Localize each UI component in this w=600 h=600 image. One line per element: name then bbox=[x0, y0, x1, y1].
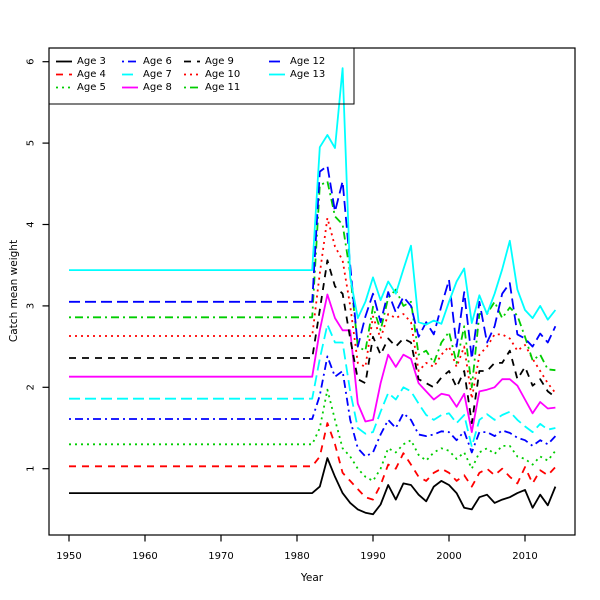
y-tick-label-5: 5 bbox=[26, 140, 37, 146]
series-line-age-5 bbox=[69, 388, 557, 482]
series-line-age-12 bbox=[69, 164, 557, 360]
legend-label-age-6: Age 6 bbox=[143, 56, 172, 67]
x-tick-label-1950: 1950 bbox=[56, 551, 81, 562]
legend-label-age-7: Age 7 bbox=[143, 69, 172, 80]
x-tick-label-2000: 2000 bbox=[436, 551, 461, 562]
legend-label-age-10: Age 10 bbox=[205, 69, 240, 80]
x-tick-label-1960: 1960 bbox=[132, 551, 157, 562]
series-line-age-7 bbox=[69, 323, 556, 448]
series-line-age-10 bbox=[69, 217, 557, 400]
x-tick-label-1980: 1980 bbox=[284, 551, 309, 562]
legend-label-age-8: Age 8 bbox=[143, 82, 172, 93]
series-line-age-13 bbox=[69, 67, 557, 326]
series-line-age-8 bbox=[69, 293, 556, 434]
legend-label-age-12: Age 12 bbox=[290, 56, 325, 67]
legend-label-age-9: Age 9 bbox=[205, 56, 234, 67]
y-tick-label-2: 2 bbox=[26, 384, 37, 390]
y-tick-label-4: 4 bbox=[26, 221, 37, 227]
x-tick-label-1990: 1990 bbox=[360, 551, 385, 562]
y-tick-label-3: 3 bbox=[26, 303, 37, 309]
series-line-age-3 bbox=[69, 457, 557, 516]
y-tick-label-6: 6 bbox=[26, 59, 37, 65]
series-line-age-6 bbox=[69, 355, 557, 458]
x-tick-label-2010: 2010 bbox=[512, 551, 537, 562]
x-tick-label-1970: 1970 bbox=[208, 551, 233, 562]
series-line-age-4 bbox=[69, 422, 557, 501]
y-tick-label-1: 1 bbox=[26, 466, 37, 472]
series-line-age-11 bbox=[69, 180, 556, 389]
legend-box bbox=[48, 47, 355, 105]
x-axis-title: Year bbox=[300, 572, 324, 584]
legend-label-age-4: Age 4 bbox=[77, 69, 106, 80]
legend-label-age-13: Age 13 bbox=[290, 69, 325, 80]
legend-label-age-3: Age 3 bbox=[77, 56, 106, 67]
y-axis-title: Catch mean weight bbox=[8, 239, 20, 343]
legend-label-age-11: Age 11 bbox=[205, 82, 240, 93]
series-line-age-9 bbox=[69, 259, 556, 425]
legend-label-age-5: Age 5 bbox=[77, 82, 106, 93]
